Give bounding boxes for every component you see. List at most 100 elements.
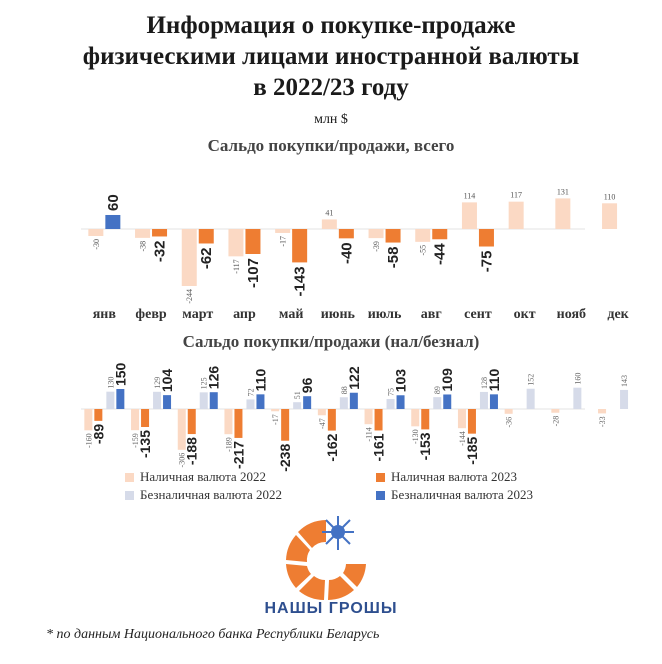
data-label-noncash-2023: 126 — [206, 366, 222, 390]
bar-total-2023 — [432, 229, 448, 240]
bar-total-2023 — [478, 229, 494, 247]
data-label-total-2023: -58 — [385, 247, 402, 269]
x-tick-label: июль — [368, 307, 402, 322]
bar-cash-2022 — [131, 409, 140, 431]
bar-total-2022 — [275, 229, 291, 233]
bar-cash-2022 — [224, 409, 233, 435]
bar-total-2022 — [555, 198, 571, 229]
bar-total-2022 — [321, 219, 337, 229]
x-tick-label: янв — [93, 307, 117, 322]
bar-noncash-2022 — [386, 399, 395, 409]
data-label-total-2022: 41 — [325, 208, 333, 217]
bar-noncash-2023 — [349, 392, 358, 409]
data-label-noncash-2022: 129 — [153, 377, 162, 389]
bar-total-2023 — [245, 229, 261, 254]
bar-total-2023 — [198, 229, 214, 244]
bar-noncash-2022 — [293, 402, 302, 409]
data-label-total-2023: -62 — [198, 247, 215, 269]
bar-noncash-2022 — [199, 392, 208, 409]
x-tick-label: дек — [607, 307, 629, 322]
data-label-cash-2022: -159 — [131, 433, 140, 448]
bar-cash-2023 — [234, 409, 243, 438]
bar-cash-2023 — [467, 409, 476, 434]
bar-total-2022 — [508, 201, 524, 229]
legend-swatch — [125, 490, 134, 500]
bar-total-2023 — [338, 229, 354, 239]
bar-cash-2022 — [317, 409, 326, 416]
data-label-total-2022: -244 — [185, 289, 194, 304]
bar-noncash-2023 — [489, 394, 498, 409]
data-label-total-2023: -40 — [338, 242, 355, 264]
data-label-noncash-2023: 96 — [299, 377, 315, 393]
x-tick-label: март — [182, 307, 213, 322]
data-label-noncash-2023: 110 — [252, 369, 268, 392]
bar-noncash-2023 — [116, 389, 125, 409]
bar-noncash-2022 — [433, 397, 442, 409]
bar-total-2022 — [181, 229, 197, 286]
data-label-cash-2022: -306 — [178, 453, 187, 468]
x-tick-label: нояб — [557, 307, 586, 322]
data-label-cash-2022: -28 — [551, 416, 560, 427]
bar-total-2022 — [228, 229, 244, 257]
data-label-noncash-2022: 128 — [480, 377, 489, 389]
bar-noncash-2022 — [246, 399, 255, 409]
bar-noncash-2022 — [573, 387, 582, 409]
bar-total-2022 — [415, 229, 431, 242]
data-label-noncash-2022: 152 — [527, 374, 536, 386]
data-label-noncash-2023: 110 — [486, 369, 502, 392]
bar-total-2023 — [105, 214, 121, 229]
legend-swatch — [125, 472, 134, 482]
data-label-cash-2022: -144 — [458, 431, 467, 446]
data-label-cash-2022: -130 — [411, 429, 420, 444]
data-label-noncash-2023: 104 — [159, 369, 175, 393]
data-label-total-2022: -39 — [372, 241, 381, 252]
data-label-noncash-2022: 125 — [200, 377, 209, 389]
legend-item-cash-2022: Наличная валюта 2022 — [125, 469, 266, 485]
chart2-title: Сальдо покупки/продажи (нал/безнал) — [182, 332, 480, 351]
bar-total-2023 — [152, 229, 168, 237]
data-label-cash-2022: -189 — [224, 437, 233, 452]
data-label-total-2022: -117 — [232, 259, 241, 273]
data-label-cash-2023: -89 — [90, 424, 106, 444]
data-label-noncash-2022: 72 — [246, 388, 255, 396]
bar-total-2022 — [88, 229, 104, 237]
bar-noncash-2023 — [303, 396, 312, 409]
brand-logo-text: НАШЫ ГРОШЫ — [264, 600, 398, 617]
title-line-1: Информация о покупке-продаже — [146, 12, 516, 39]
data-label-noncash-2023: 122 — [346, 366, 362, 390]
data-label-noncash-2022: 89 — [433, 386, 442, 394]
bar-noncash-2022 — [620, 389, 629, 409]
legend-label: Наличная валюта 2022 — [140, 469, 266, 484]
bar-noncash-2022 — [153, 391, 162, 409]
data-label-noncash-2023: 103 — [393, 369, 409, 393]
data-label-cash-2022: -36 — [505, 417, 514, 428]
data-label-cash-2023: -135 — [137, 430, 153, 458]
data-label-noncash-2022: 160 — [573, 373, 582, 385]
bar-cash-2023 — [187, 409, 196, 435]
data-label-total-2022: -38 — [139, 241, 148, 252]
data-label-cash-2022: -17 — [271, 414, 280, 425]
data-label-cash-2023: -153 — [417, 432, 433, 460]
data-label-total-2023: -44 — [432, 243, 449, 265]
chart-title: Информация о покупке-продаже физическими… — [0, 10, 662, 103]
data-label-cash-2022: -160 — [84, 433, 93, 448]
data-label-cash-2022: -47 — [318, 418, 327, 429]
unit-label: млн $ — [314, 112, 348, 127]
legend-swatch — [376, 490, 385, 500]
logo-icon — [286, 516, 366, 600]
data-label-cash-2022: -33 — [598, 416, 607, 427]
bar-cash-2023 — [327, 409, 336, 431]
bar-cash-2023 — [421, 409, 430, 430]
data-label-total-2022: -30 — [92, 239, 101, 250]
bar-cash-2022 — [504, 409, 513, 414]
data-label-cash-2023: -217 — [230, 441, 246, 469]
footnote: * по данным Национального банка Республи… — [46, 627, 380, 642]
bar-cash-2022 — [84, 409, 93, 431]
bar-cash-2022 — [364, 409, 373, 425]
data-label-total-2023: -143 — [292, 266, 309, 296]
title-line-3: в 2022/23 году — [253, 74, 409, 101]
x-tick-label: февр — [135, 307, 166, 322]
bar-noncash-2022 — [106, 391, 115, 409]
legend-swatch — [376, 472, 385, 482]
